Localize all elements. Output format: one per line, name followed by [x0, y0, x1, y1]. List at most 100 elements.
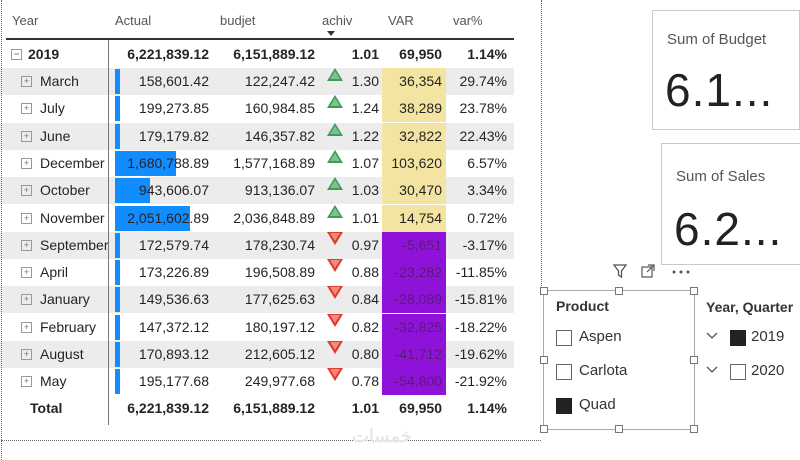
- budget-value: 1,577,168.89: [233, 154, 315, 171]
- row-label: September: [40, 236, 109, 253]
- checkbox[interactable]: [730, 364, 746, 380]
- row-header-divider: [108, 40, 109, 425]
- slicer-item-label: Carlota: [579, 362, 628, 379]
- resize-handle[interactable]: [615, 287, 623, 295]
- var-pct-value: 6.57%: [467, 154, 507, 171]
- resize-handle[interactable]: [690, 356, 698, 364]
- achiv-value: 1.01: [351, 400, 379, 416]
- resize-handle[interactable]: [540, 425, 548, 433]
- achiv-value: 1.07: [351, 154, 379, 171]
- matrix-row-may: + May 195,177.68 249,977.68 0.78 -54,800 -21.9…: [0, 368, 514, 396]
- matrix-row-june: + June 179,179.82 146,357.82 1.22 32,822 22.43…: [0, 122, 514, 150]
- var-cell-background: [382, 259, 446, 287]
- resize-handle[interactable]: [615, 425, 623, 433]
- expand-icon[interactable]: +: [21, 76, 32, 87]
- resize-handle[interactable]: [690, 287, 698, 295]
- collapse-icon[interactable]: −: [11, 49, 22, 60]
- actual-value: 1,680,788.89: [127, 154, 209, 171]
- expand-icon[interactable]: +: [21, 157, 32, 169]
- row-label: Total: [30, 400, 63, 416]
- slicer-item-label: 2020: [751, 362, 785, 379]
- expand-icon[interactable]: +: [21, 349, 32, 360]
- actual-value: 6,221,839.12: [127, 400, 209, 416]
- checkbox[interactable]: [556, 330, 572, 346]
- resize-handle[interactable]: [690, 425, 698, 433]
- budget-value: 180,197.12: [244, 318, 315, 335]
- actual-data-bar: [115, 150, 176, 176]
- actual-value: 199,273.85: [138, 100, 209, 117]
- card-sum-of-sales[interactable]: Sum of Sales 6.2...: [661, 143, 800, 265]
- achiv-value: 1.01: [351, 209, 379, 226]
- var-cell-background: [382, 204, 446, 232]
- watermark-logo: خمسات: [352, 426, 413, 446]
- actual-data-bar: [115, 69, 120, 94]
- selection-border: [541, 0, 542, 290]
- achiv-value: 0.97: [351, 236, 379, 253]
- actual-value: 179,179.82: [138, 127, 209, 144]
- up-triangle-icon: [327, 122, 343, 136]
- expand-icon[interactable]: +: [21, 294, 32, 306]
- matrix-row-july: + July 199,273.85 160,984.85 1.24 38,289 23.78…: [0, 95, 514, 123]
- achiv-value: 0.78: [351, 373, 379, 390]
- actual-data-bar: [115, 123, 120, 149]
- var-pct-value: -18.22%: [454, 318, 507, 335]
- var-cell-background: [382, 177, 446, 205]
- actual-value: 172,579.74: [138, 236, 209, 253]
- checkbox-checked[interactable]: [556, 398, 572, 414]
- budget-value: 160,984.85: [244, 100, 315, 117]
- up-triangle-icon: [327, 177, 343, 191]
- slicer-title: Product: [556, 298, 609, 314]
- resize-handle[interactable]: [540, 356, 548, 364]
- row-label: March: [40, 73, 79, 89]
- var-cell-background: [382, 313, 446, 341]
- chevron-down-icon[interactable]: [706, 365, 718, 375]
- header-divider: [6, 38, 514, 40]
- card-sum-of-budget[interactable]: Sum of Budget 6.1...: [652, 10, 800, 130]
- column-header-var[interactable]: VAR: [388, 13, 414, 28]
- expand-icon[interactable]: +: [21, 267, 32, 279]
- up-triangle-icon: [327, 149, 343, 163]
- slicer-item-label: 2019: [751, 328, 785, 345]
- expand-icon[interactable]: +: [21, 185, 32, 197]
- resize-handle[interactable]: [540, 287, 548, 295]
- chevron-down-icon[interactable]: [706, 331, 718, 341]
- checkbox-checked[interactable]: [730, 330, 746, 346]
- matrix-row-september: + September 172,579.74 178,230.74 0.97 -5,651…: [0, 231, 514, 259]
- card-value: 6.2...: [674, 203, 783, 255]
- actual-data-bar: [115, 260, 120, 286]
- expand-icon[interactable]: +: [21, 239, 32, 251]
- achiv-value: 0.84: [351, 291, 379, 308]
- budget-value: 6,151,889.12: [233, 400, 315, 416]
- column-header-year[interactable]: Year: [12, 13, 39, 28]
- expand-icon[interactable]: +: [21, 212, 32, 224]
- var-value: -23,282: [394, 264, 442, 281]
- focus-mode-icon[interactable]: [640, 263, 656, 279]
- matrix-row-march: + March 158,601.42 122,247.42 1.30 36,354 29.7…: [0, 68, 514, 95]
- column-header-var-pct[interactable]: var%: [453, 13, 483, 28]
- expand-icon[interactable]: +: [21, 321, 32, 333]
- up-triangle-icon: [327, 204, 343, 218]
- filter-icon[interactable]: [612, 263, 628, 279]
- var-value: 30,470: [399, 182, 442, 199]
- expand-icon[interactable]: +: [21, 130, 32, 142]
- card-title: Sum of Sales: [676, 168, 766, 185]
- product-slicer: Product Aspen Carlota Quad: [543, 290, 695, 430]
- actual-data-bar: [115, 232, 120, 258]
- var-pct-value: -19.62%: [454, 346, 507, 362]
- column-header-budget[interactable]: budjet: [220, 13, 256, 28]
- column-header-actual[interactable]: Actual: [115, 13, 152, 28]
- var-value: 38,289: [399, 100, 442, 117]
- var-cell-background: [382, 149, 446, 177]
- var-pct-value: -11.85%: [455, 264, 507, 281]
- expand-icon[interactable]: +: [21, 103, 32, 115]
- column-header-achiv[interactable]: achiv: [322, 13, 353, 28]
- expand-icon[interactable]: +: [21, 376, 32, 388]
- achiv-value: 1.01: [351, 46, 379, 62]
- matrix-row-october: + October 943,606.07 913,136.07 1.03 30,470 3.…: [0, 177, 514, 205]
- var-pct-value: -15.81%: [454, 291, 507, 308]
- checkbox[interactable]: [556, 364, 572, 380]
- var-cell-background: [382, 341, 446, 368]
- row-label: April: [40, 264, 69, 281]
- year-quarter-slicer: Year, Quarter 2019 2020: [700, 290, 800, 390]
- more-options-icon[interactable]: [671, 268, 691, 276]
